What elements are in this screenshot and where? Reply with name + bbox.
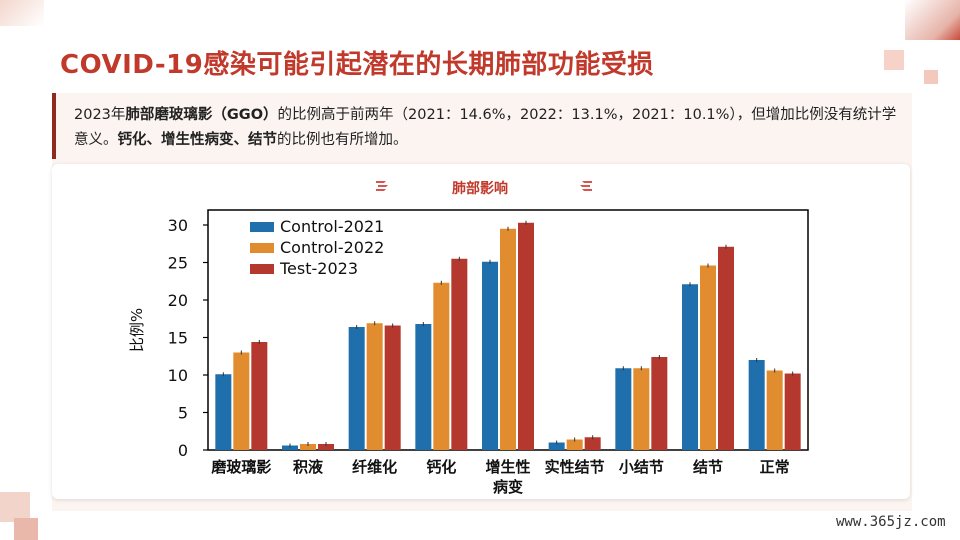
bar [215, 374, 232, 450]
bar [566, 439, 583, 450]
corner-decoration-square [924, 70, 938, 84]
y-tick-label: 25 [168, 254, 188, 273]
bar [518, 222, 534, 450]
y-tick-label: 0 [178, 441, 188, 460]
watermark: www.365jz.com [836, 514, 946, 530]
x-tick-label: 小结节 [619, 458, 664, 476]
y-tick-label: 10 [168, 366, 188, 385]
y-axis-label: 比例% [128, 308, 146, 352]
bar [348, 327, 365, 450]
description-part: 的比例也有所增加。 [277, 132, 408, 148]
corner-decoration-bottom-left [0, 492, 30, 522]
chevron-right-icon [580, 181, 592, 191]
x-tick-label: 钙化 [426, 458, 456, 476]
chevron-left-icon [376, 181, 388, 191]
bar [318, 444, 334, 450]
bar [584, 437, 601, 450]
description-part: 的比例高于前两年（2021：14.6%，2022：13.1%，2021：10.1… [74, 107, 897, 148]
y-tick-label: 20 [168, 291, 188, 310]
x-tick-label: 积液 [293, 458, 324, 476]
bar [233, 352, 250, 450]
x-tick-label: 正常 [760, 458, 790, 476]
bar [651, 357, 668, 450]
bar [366, 323, 383, 450]
bar [251, 342, 268, 450]
bar [766, 370, 783, 450]
x-tick-label: 增生性 [485, 458, 530, 476]
corner-decoration-top-right [905, 0, 960, 40]
y-tick-label: 30 [168, 216, 188, 235]
bar [718, 246, 734, 450]
chart-card-title: 肺部影响 [452, 181, 508, 197]
description-highlight: 钙化、增生性病变、结节 [117, 132, 278, 148]
bar [282, 445, 298, 450]
corner-decoration-bottom-left [14, 518, 38, 540]
bar [451, 258, 468, 450]
page-title: COVID-19感染可能引起潜在的长期肺部功能受损 [60, 50, 654, 80]
x-tick-label: 磨玻璃影 [210, 458, 271, 476]
corner-decoration-square [884, 50, 904, 70]
bar [700, 265, 716, 450]
x-tick-label: 纤维化 [352, 458, 397, 476]
legend-label: Test-2023 [279, 259, 358, 278]
x-tick-label: 结节 [693, 458, 723, 476]
bar [748, 360, 765, 450]
bar [633, 368, 650, 450]
description-text: 2023年肺部磨玻璃影（GGO）的比例高于前两年（2021：14.6%，2022… [52, 93, 912, 159]
bar [482, 261, 498, 450]
legend-swatch [250, 222, 274, 232]
x-tick-label: 病变 [493, 478, 523, 496]
y-tick-label: 5 [178, 404, 188, 423]
bar [415, 324, 432, 450]
description-highlight: 肺部磨玻璃影（GGO） [125, 107, 278, 123]
legend-swatch [250, 243, 274, 253]
corner-decoration-top-left [0, 0, 44, 26]
legend-label: Control-2022 [280, 238, 384, 257]
description-part: 2023年 [74, 107, 126, 123]
x-tick-label: 实性结节 [545, 458, 605, 476]
bar [615, 368, 632, 450]
bar [548, 442, 565, 450]
bar [433, 282, 450, 450]
bar [682, 284, 698, 450]
legend-swatch [250, 264, 274, 274]
bar [500, 228, 516, 450]
bar [300, 444, 316, 450]
bar [784, 373, 801, 450]
y-tick-label: 15 [168, 329, 188, 348]
bar [384, 325, 401, 450]
legend-label: Control-2021 [280, 217, 384, 236]
